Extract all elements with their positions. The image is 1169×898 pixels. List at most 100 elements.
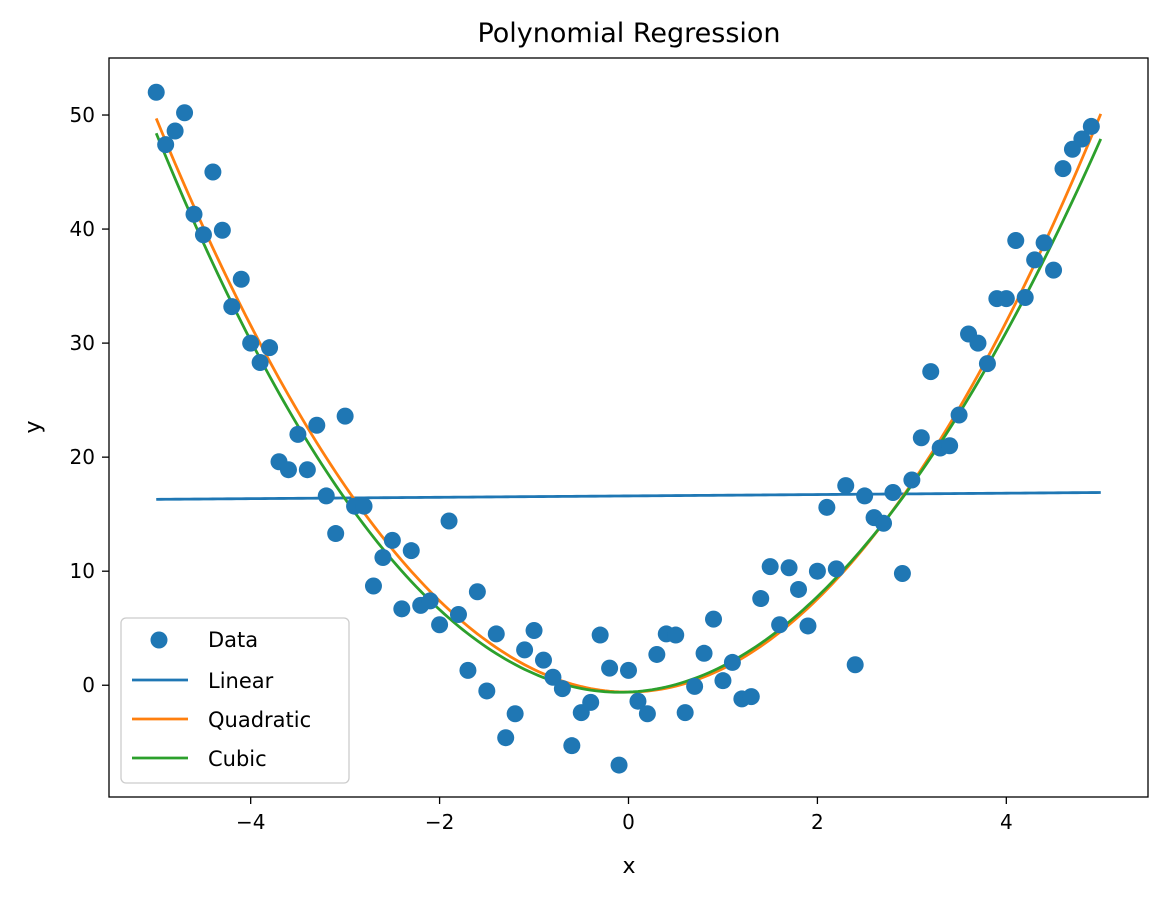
data-point	[610, 756, 628, 774]
data-point	[204, 163, 222, 181]
data-point	[1045, 261, 1063, 279]
data-point	[742, 688, 760, 706]
x-tick-label: 0	[622, 810, 635, 834]
data-point	[525, 622, 543, 639]
data-points	[147, 83, 1100, 774]
data-point	[317, 487, 335, 505]
data-point	[157, 136, 175, 154]
legend-label-cubic: Cubic	[208, 747, 267, 771]
y-tick-label: 30	[70, 331, 95, 355]
x-tick-label: −2	[425, 810, 454, 834]
data-point	[1035, 234, 1053, 252]
y-axis-label: y	[21, 420, 46, 433]
data-point	[884, 484, 902, 501]
data-point	[516, 641, 534, 659]
data-point	[421, 592, 439, 610]
legend-label-data: Data	[208, 628, 258, 652]
data-point	[648, 645, 666, 663]
x-axis-ticks: −4 −2 0 2 4	[236, 797, 1013, 834]
data-point	[166, 122, 184, 140]
chart-title: Polynomial Regression	[477, 18, 780, 49]
data-point	[752, 590, 770, 608]
data-point	[676, 704, 694, 722]
data-point	[279, 461, 297, 479]
data-point	[402, 542, 420, 560]
data-point	[723, 653, 741, 671]
data-point	[242, 334, 260, 352]
data-point	[308, 416, 326, 434]
legend: Data Linear Quadratic Cubic	[120, 617, 350, 784]
data-point	[837, 477, 855, 495]
legend-marker-data	[150, 631, 168, 649]
legend-box	[120, 617, 350, 784]
data-point	[506, 705, 524, 723]
data-point	[667, 626, 685, 644]
data-point	[950, 406, 968, 424]
data-point	[364, 577, 382, 595]
data-point	[1016, 288, 1034, 306]
data-point	[875, 514, 893, 532]
data-point	[147, 83, 165, 101]
plot-area	[147, 83, 1103, 774]
data-point	[638, 705, 656, 723]
legend-label-linear: Linear	[208, 669, 274, 693]
data-point	[298, 461, 316, 479]
data-point	[459, 661, 477, 679]
data-point	[544, 668, 562, 686]
legend-label-quadratic: Quadratic	[208, 708, 311, 732]
data-point	[374, 549, 392, 567]
y-tick-label: 0	[82, 673, 95, 697]
data-point	[431, 616, 449, 634]
data-point	[440, 512, 458, 530]
y-tick-label: 10	[70, 559, 95, 583]
data-point	[761, 558, 779, 576]
data-point	[327, 525, 345, 543]
data-point	[620, 661, 637, 679]
data-point	[714, 672, 732, 690]
x-tick-label: 4	[1000, 810, 1013, 834]
x-tick-label: −4	[236, 810, 265, 834]
data-point	[695, 644, 713, 662]
data-point	[383, 531, 401, 549]
data-point	[997, 290, 1015, 308]
data-point	[355, 497, 373, 515]
data-point	[1073, 130, 1091, 148]
data-point	[1082, 117, 1100, 135]
data-point	[393, 600, 411, 618]
data-point	[893, 564, 911, 582]
data-point	[790, 580, 808, 598]
data-point	[846, 656, 864, 674]
line-cubic	[154, 132, 1103, 694]
data-point	[827, 560, 845, 578]
data-point	[553, 680, 571, 698]
data-point	[1054, 160, 1072, 178]
data-point	[194, 226, 212, 244]
line-linear	[156, 491, 1101, 501]
data-point	[251, 354, 269, 371]
data-point	[336, 407, 354, 425]
data-point	[601, 659, 619, 677]
data-point	[185, 205, 203, 223]
data-point	[856, 487, 874, 505]
data-point	[808, 562, 826, 580]
data-point	[261, 339, 279, 357]
data-point	[705, 610, 723, 628]
data-point	[903, 471, 921, 489]
data-point	[1007, 231, 1025, 249]
data-point	[912, 429, 930, 447]
data-point	[591, 626, 609, 644]
data-point	[1026, 251, 1044, 269]
data-point	[969, 334, 987, 352]
y-tick-label: 20	[70, 445, 95, 469]
data-point	[629, 692, 647, 710]
data-point	[780, 559, 798, 577]
data-point	[818, 498, 836, 516]
x-axis-label: x	[622, 854, 635, 879]
data-point	[232, 270, 250, 288]
data-point	[534, 651, 552, 669]
data-point	[941, 437, 959, 455]
data-point	[563, 737, 581, 755]
data-point	[223, 298, 241, 316]
y-axis-ticks: 0 10 20 30 40 50	[70, 103, 109, 697]
